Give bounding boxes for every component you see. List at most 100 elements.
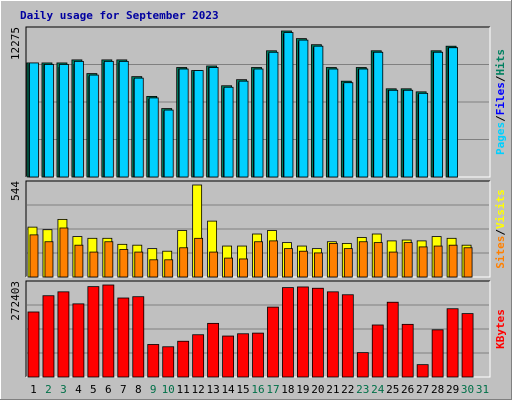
bar-pages [193,70,204,178]
bar-sites [194,237,204,278]
day-label: 3 [60,383,67,396]
day-label: 14 [221,383,235,396]
bar-kbytes [356,352,369,378]
bar-pages [178,68,189,178]
bar-sites [254,241,263,278]
day-label: 9 [150,383,157,396]
series-label-hits: Hits [494,49,507,76]
bar-sites [343,248,353,278]
bar-pages [238,80,249,178]
day-label: 11 [177,383,190,396]
panel-frame-dark [25,280,490,377]
bar-kbytes [87,286,100,378]
day-label: 21 [326,383,339,396]
day-label: 24 [371,383,385,396]
bar-pages [388,89,399,178]
day-label: 17 [266,383,279,396]
bar-pages [29,62,39,178]
bar-sites [269,240,278,278]
bar-sites [134,251,144,278]
y-max-label: 12275 [9,27,22,60]
bar-kbytes [192,334,205,378]
bar-sites [463,247,473,278]
bar-kbytes [446,308,459,378]
bar-kbytes [311,287,324,378]
right-series-labels: KBytes [494,309,507,349]
bar-sites [328,243,338,278]
bar-pages [44,64,54,178]
day-label: 8 [135,383,142,396]
bar-sites [388,251,398,278]
bar-pages [133,77,144,178]
bar-pages [328,68,339,178]
bar-kbytes [132,296,145,378]
day-label: 12 [192,383,205,396]
bar-pages [373,51,384,178]
day-label: 7 [120,383,127,396]
bar-sites [299,250,308,278]
bar-pages [343,82,354,178]
series-label-visits: Visits [494,189,507,229]
bar-sites [59,227,69,278]
day-label: 4 [75,383,82,396]
bar-kbytes [386,301,399,378]
bar-kbytes [147,344,160,378]
bar-kbytes [401,323,414,378]
bar-kbytes [297,286,309,378]
bar-sites [104,241,114,278]
panel-kbytes: 272403 KBytes [9,280,507,378]
bar-kbytes [282,287,294,378]
series-label-pages: Pages [494,122,507,155]
day-label: 16 [251,383,264,396]
series-label-separator: / [494,229,507,236]
bar-kbytes [27,311,40,378]
chart-title: Daily usage for September 2023 [20,9,219,22]
bar-pages [74,61,84,178]
bar-pages [148,97,159,178]
bar-kbytes [72,303,85,378]
bar-kbytes [102,284,115,378]
day-label: 22 [341,383,354,396]
panel-frame-dark [25,26,490,177]
series-label-separator: / [494,115,507,122]
bar-pages [358,68,369,178]
day-label: 29 [446,383,459,396]
bar-pages [433,51,444,178]
bar-kbytes [177,340,190,378]
bar-pages [298,39,309,178]
bar-pages [103,61,114,178]
bar-pages [403,89,414,178]
series-label-kbytes: KBytes [494,309,507,349]
day-label: 1 [30,383,37,396]
bar-sites [149,259,159,278]
bar-sites [239,258,248,278]
bar-kbytes [207,322,220,378]
bar-pages [418,92,429,178]
day-label: 5 [90,383,97,396]
day-label: 15 [236,383,249,396]
bar-kbytes [42,295,55,378]
y-max-label: 272403 [9,281,22,321]
day-label: 26 [401,383,414,396]
day-label: 27 [416,383,429,396]
bar-sites [119,249,129,278]
bar-kbytes [371,324,384,378]
bar-sites [74,244,84,278]
bar-kbytes [461,313,474,378]
bar-kbytes [431,329,444,378]
bar-pages [59,64,69,178]
day-label: 28 [431,383,444,396]
bar-pages [223,86,234,178]
bar-kbytes [341,294,354,378]
day-label: 23 [356,383,369,396]
bar-pages [268,51,279,178]
bar-sites [358,241,368,278]
day-label: 13 [206,383,219,396]
bar-sites [29,234,39,278]
bar-sites [89,251,99,278]
bar-sites [373,242,383,278]
day-axis-labels: 1 2 3 4 5 6 7 8 9 10 11 12 13 14 15 16 17 18 19 20 21 22 23 24 2… [30,383,489,396]
